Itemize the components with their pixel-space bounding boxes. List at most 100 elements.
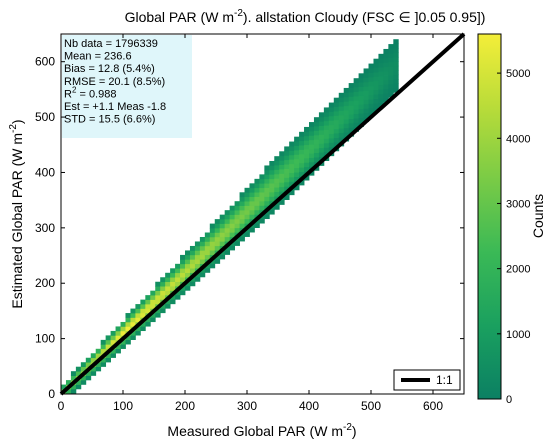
density-cell xyxy=(219,236,226,242)
density-cell xyxy=(90,357,97,363)
density-cell xyxy=(199,268,206,273)
density-cell xyxy=(378,71,384,77)
density-cell xyxy=(95,348,102,354)
colorbar-tick-label: 4000 xyxy=(506,133,530,145)
density-cell xyxy=(348,96,355,102)
density-cell xyxy=(328,124,335,130)
stats-line: Bias = 12.8 (5.4%) xyxy=(64,63,155,75)
density-cell xyxy=(269,165,275,171)
density-cell xyxy=(289,141,295,147)
density-cell xyxy=(249,214,255,220)
density-cell xyxy=(199,254,206,260)
density-cell xyxy=(70,371,77,377)
density-cell xyxy=(229,223,235,229)
density-cell xyxy=(115,330,121,336)
colorbar-label: Counts xyxy=(530,194,546,238)
density-cell xyxy=(175,272,181,278)
density-cell xyxy=(204,241,211,247)
density-cell xyxy=(368,107,374,113)
x-tick-label: 400 xyxy=(299,399,319,413)
density-cell xyxy=(229,214,235,220)
density-cell xyxy=(368,103,374,109)
density-cell xyxy=(224,236,231,242)
density-cell xyxy=(269,169,275,175)
density-cell xyxy=(65,380,72,385)
density-cell xyxy=(279,151,285,157)
density-cell xyxy=(269,196,275,202)
density-cell xyxy=(199,236,206,242)
density-cell xyxy=(368,72,374,78)
density-cell xyxy=(299,140,305,146)
density-cell xyxy=(209,245,216,251)
density-cell xyxy=(180,254,186,260)
density-cell xyxy=(214,236,221,242)
x-tick-label: 600 xyxy=(423,399,443,413)
density-cell xyxy=(318,134,325,140)
density-cell xyxy=(165,272,171,278)
stats-line: Mean = 236.6 xyxy=(64,51,132,63)
density-cell xyxy=(323,111,330,117)
density-cell xyxy=(80,375,87,381)
density-cell xyxy=(299,158,305,164)
y-axis-ticks: 0 100 200 300 400 500 600 xyxy=(35,55,464,401)
density-cell xyxy=(130,330,136,336)
density-cell xyxy=(264,187,270,193)
density-cell xyxy=(353,104,359,110)
density-cell xyxy=(234,218,240,224)
density-cell xyxy=(348,127,355,133)
density-cell xyxy=(333,110,340,116)
density-cell xyxy=(388,61,394,67)
density-cell xyxy=(388,88,394,94)
density-cell xyxy=(358,73,364,79)
density-cell xyxy=(373,98,379,104)
density-cell xyxy=(284,155,290,161)
density-cell xyxy=(264,214,270,220)
density-cell xyxy=(388,44,394,49)
density-cell xyxy=(140,304,146,309)
density-cell xyxy=(304,140,310,146)
density-cell xyxy=(244,187,250,193)
density-cell xyxy=(284,150,290,156)
density-cell xyxy=(289,159,295,165)
density-cell xyxy=(318,121,325,127)
density-cell xyxy=(363,72,369,78)
density-cell xyxy=(175,268,181,274)
density-cell xyxy=(313,134,320,140)
stats-line-r2: R2 = 0.988 xyxy=(64,85,116,100)
density-cell xyxy=(323,107,330,113)
density-cell xyxy=(358,113,364,119)
density-cell xyxy=(70,375,77,381)
density-cell xyxy=(313,157,320,162)
density-cell xyxy=(194,241,201,247)
density-cell xyxy=(338,123,345,129)
density-cell xyxy=(219,241,226,247)
density-cell xyxy=(274,182,280,188)
density-cell xyxy=(189,250,196,256)
density-cell xyxy=(383,97,389,103)
density-cell xyxy=(318,138,325,144)
colorbar-tick-label: 0 xyxy=(506,394,512,406)
density-cell xyxy=(214,254,221,260)
density-cell xyxy=(289,163,295,169)
density-cell xyxy=(209,250,216,256)
density-cell xyxy=(259,174,265,180)
density-cell xyxy=(388,92,394,98)
density-cell xyxy=(180,277,186,282)
density-cell xyxy=(150,290,156,296)
density-cell xyxy=(348,114,355,119)
density-cell xyxy=(150,312,156,318)
density-cell xyxy=(279,169,285,174)
density-cell xyxy=(353,118,359,123)
density-cell xyxy=(170,281,176,287)
density-cell xyxy=(284,164,290,169)
density-cell xyxy=(120,321,126,327)
density-cell xyxy=(254,178,260,184)
density-cell xyxy=(85,362,92,368)
density-cell xyxy=(249,205,255,211)
density-cell xyxy=(368,94,374,100)
density-cell xyxy=(70,388,77,394)
density-cell xyxy=(328,120,335,126)
stats-line: RMSE = 20.1 (8.5%) xyxy=(64,76,165,88)
density-cell xyxy=(373,63,379,68)
